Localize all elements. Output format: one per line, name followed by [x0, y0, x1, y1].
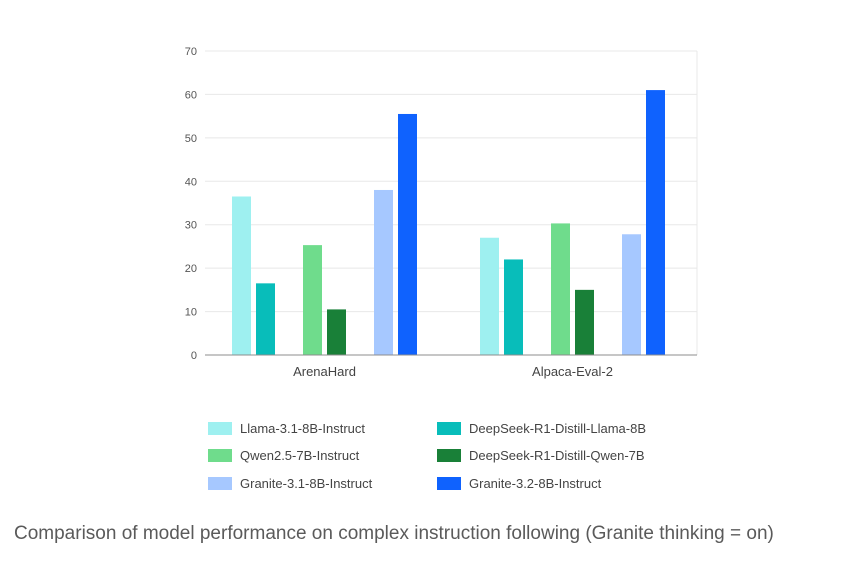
- bar[interactable]: [575, 289, 594, 355]
- bar-chart: 0 10 20 30 40 50 60 70 ArenaHard Alpaca-Eval-2 L…: [185, 46, 698, 491]
- legend-label: Granite-3.2-8B-Instruct: [469, 476, 602, 491]
- bar[interactable]: [327, 309, 346, 355]
- gridlines: [205, 50, 698, 355]
- bar[interactable]: [646, 90, 665, 355]
- legend-swatch: [437, 449, 461, 462]
- y-tick-label: 10: [185, 307, 197, 319]
- legend[interactable]: Llama-3.1-8B-Instruct DeepSeek-R1-Distill…: [208, 421, 646, 491]
- legend-swatch: [208, 477, 232, 490]
- bar[interactable]: [504, 259, 523, 355]
- figure-caption: Comparison of model performance on compl…: [14, 523, 774, 544]
- legend-item[interactable]: Qwen2.5-7B-Instruct: [208, 448, 360, 463]
- bar[interactable]: [374, 189, 393, 355]
- y-tick-label: 60: [185, 89, 197, 101]
- bar[interactable]: [398, 113, 417, 355]
- legend-swatch: [208, 422, 232, 435]
- bar[interactable]: [303, 245, 322, 355]
- legend-item[interactable]: DeepSeek-R1-Distill-Qwen-7B: [437, 448, 645, 463]
- y-tick-label: 70: [185, 46, 197, 58]
- legend-label: DeepSeek-R1-Distill-Qwen-7B: [469, 448, 645, 463]
- legend-item[interactable]: Llama-3.1-8B-Instruct: [208, 421, 365, 436]
- bar[interactable]: [622, 234, 641, 355]
- x-category-label: ArenaHard: [293, 364, 356, 379]
- bar[interactable]: [551, 223, 570, 355]
- bars: [232, 90, 665, 355]
- y-tick-label: 0: [191, 350, 197, 362]
- y-tick-label: 50: [185, 133, 197, 145]
- legend-swatch: [208, 449, 232, 462]
- legend-item[interactable]: DeepSeek-R1-Distill-Llama-8B: [437, 421, 646, 436]
- y-tick-label: 30: [185, 220, 197, 232]
- bar[interactable]: [256, 283, 275, 355]
- bar[interactable]: [232, 196, 251, 355]
- legend-swatch: [437, 422, 461, 435]
- legend-label: Granite-3.1-8B-Instruct: [240, 476, 373, 491]
- legend-label: Qwen2.5-7B-Instruct: [240, 448, 360, 463]
- legend-label: DeepSeek-R1-Distill-Llama-8B: [469, 421, 646, 436]
- y-axis-ticks: 0 10 20 30 40 50 60 70: [185, 46, 197, 362]
- y-tick-label: 40: [185, 176, 197, 188]
- y-tick-label: 20: [185, 263, 197, 275]
- x-axis-categories: ArenaHard Alpaca-Eval-2: [293, 364, 613, 379]
- legend-label: Llama-3.1-8B-Instruct: [240, 421, 365, 436]
- legend-item[interactable]: Granite-3.2-8B-Instruct: [437, 476, 602, 491]
- x-category-label: Alpaca-Eval-2: [532, 364, 613, 379]
- bar[interactable]: [480, 237, 499, 355]
- legend-swatch: [437, 477, 461, 490]
- legend-item[interactable]: Granite-3.1-8B-Instruct: [208, 476, 373, 491]
